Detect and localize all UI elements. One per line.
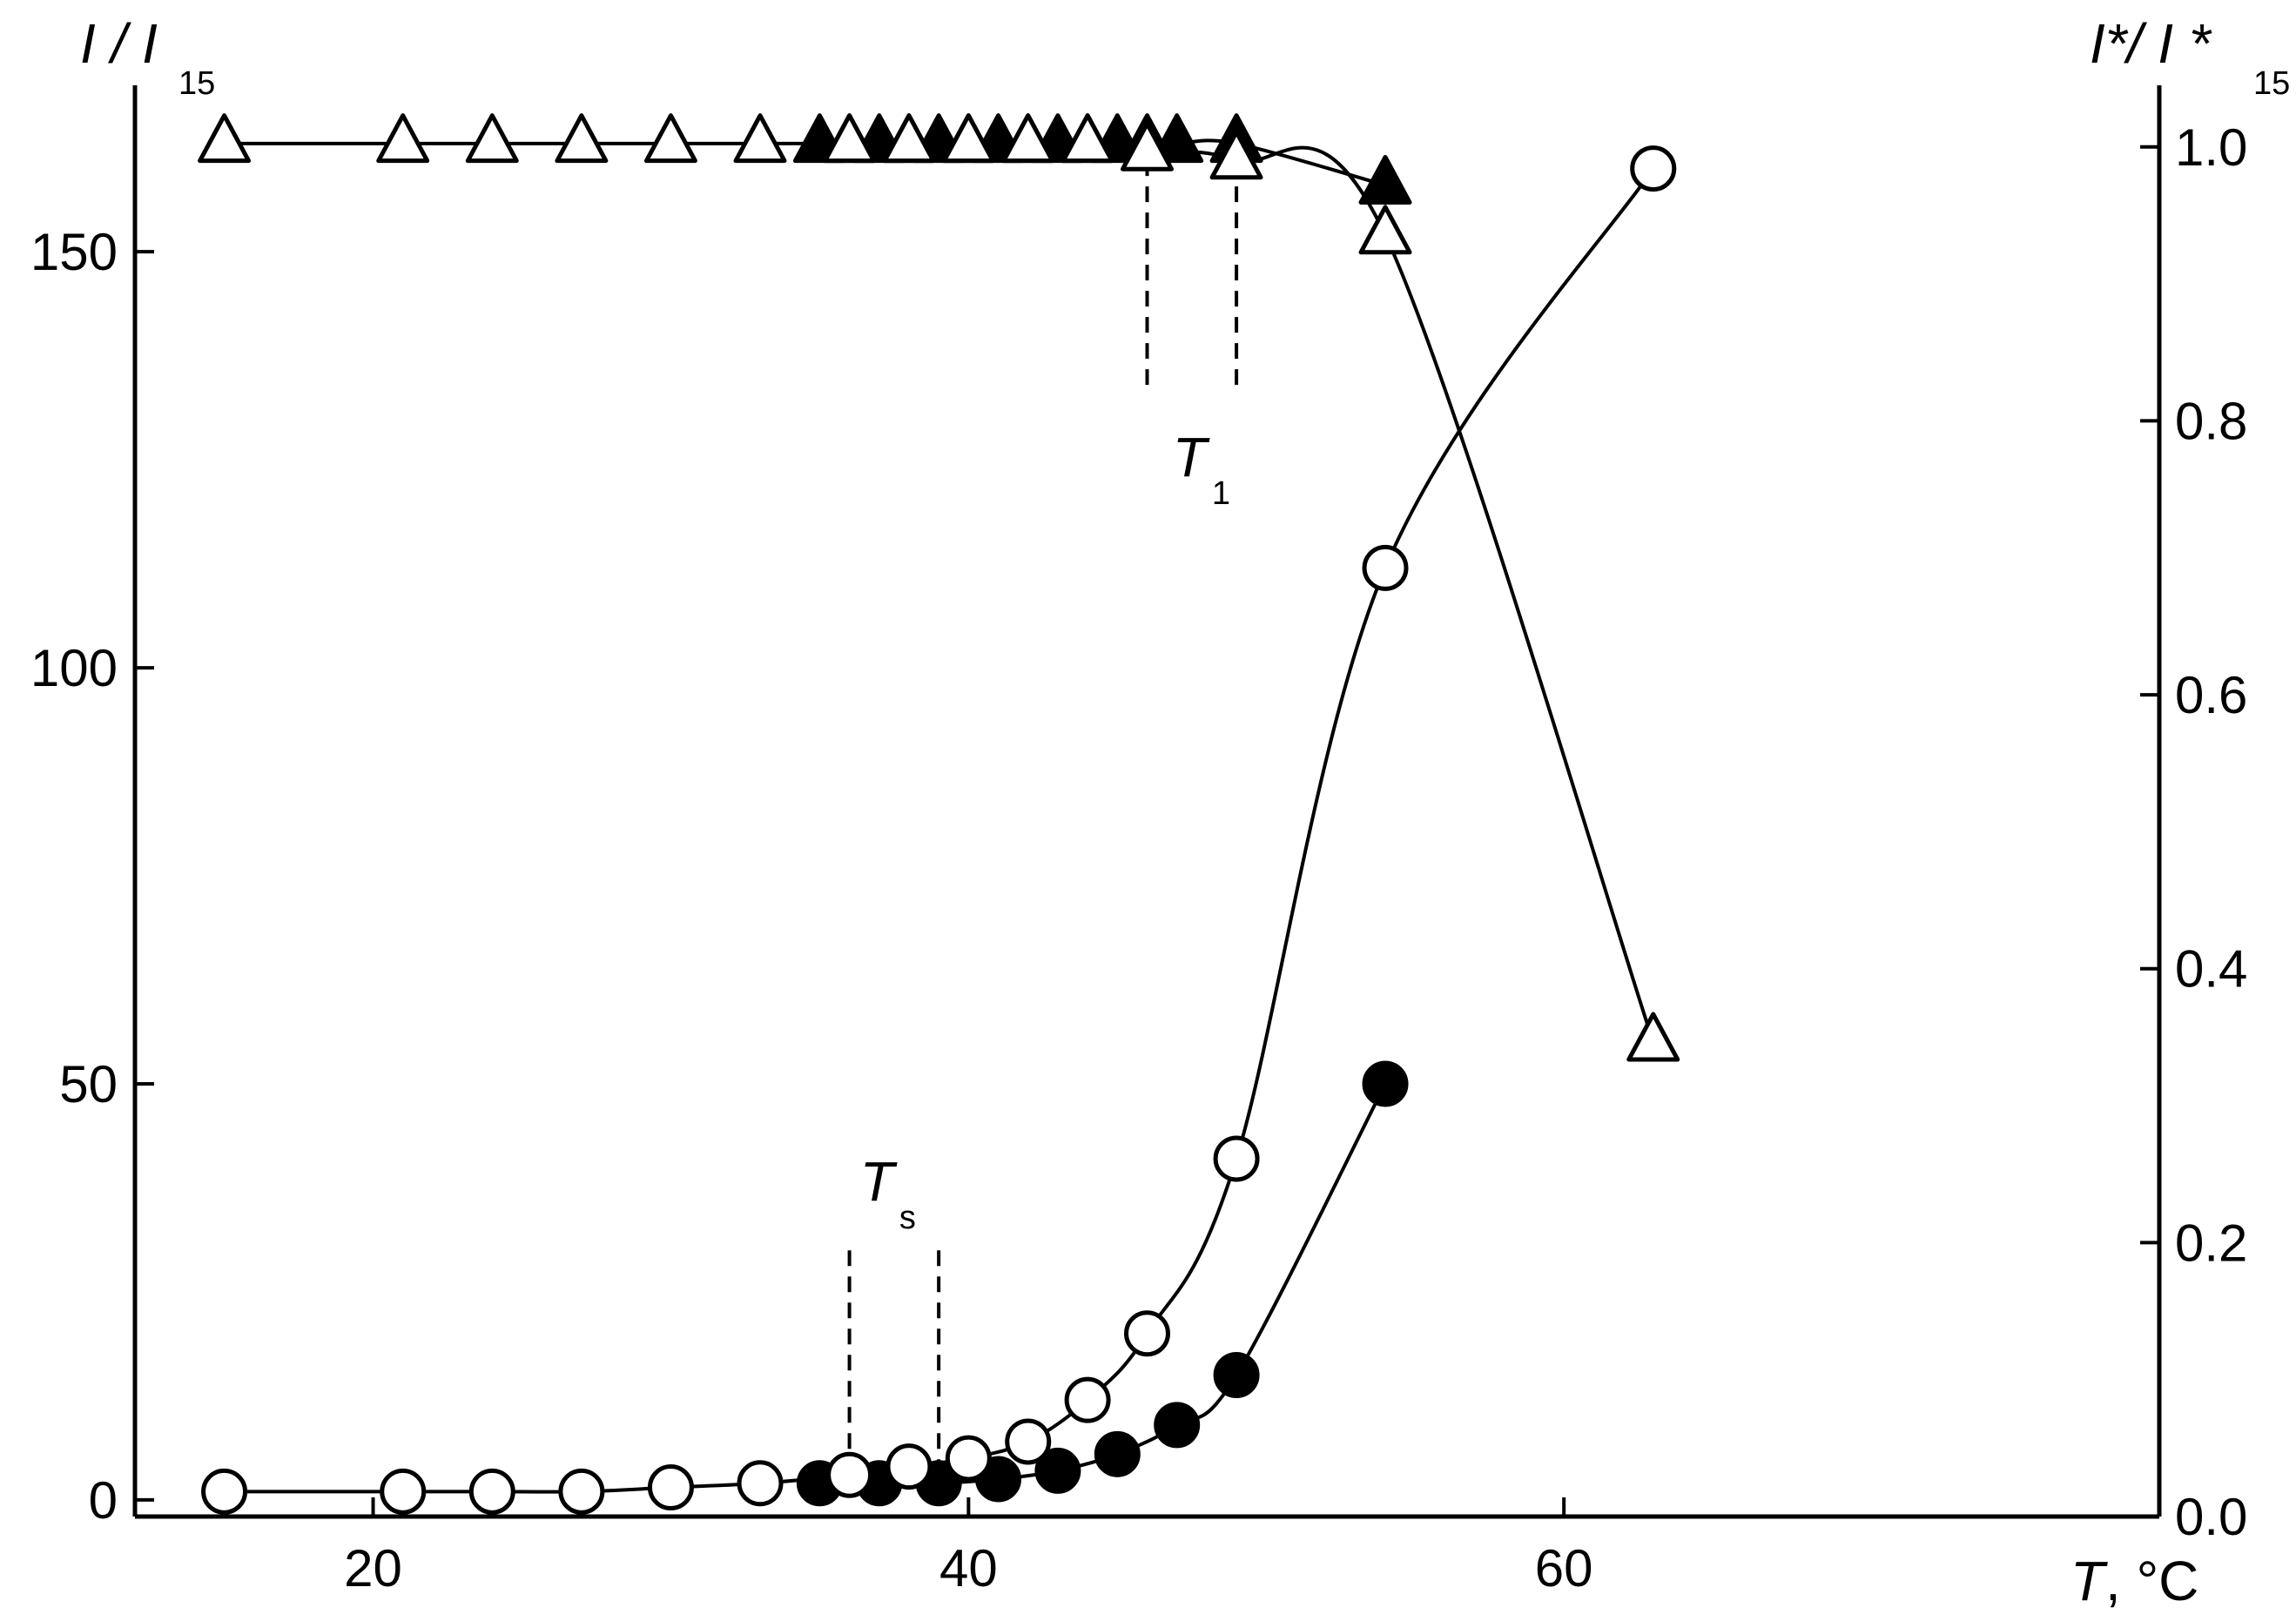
open-circle-mark	[1064, 1376, 1111, 1423]
open-triangle-mark	[376, 113, 430, 164]
open-circle-mark	[1362, 544, 1409, 591]
data-marks	[198, 113, 1680, 1515]
annotation-label: T	[860, 1150, 898, 1213]
open-circle-mark	[468, 1468, 515, 1515]
filled-circle-mark	[1154, 1402, 1201, 1449]
open-triangle-mark	[1001, 113, 1055, 164]
x-tick-label: 40	[939, 1539, 998, 1597]
open-triangle-mark	[198, 113, 252, 164]
open-triangle-mark	[1626, 1012, 1680, 1062]
annotation-label-sub: 1	[1212, 475, 1230, 512]
fit-curve-filled-circle	[819, 1083, 1387, 1486]
fit-curve-open-triangle	[224, 141, 1655, 1043]
x-tick-label: 20	[344, 1539, 402, 1597]
open-triangle-mark	[823, 113, 877, 164]
open-circle-mark	[1630, 145, 1677, 192]
filled-circle-mark	[1213, 1352, 1260, 1399]
open-triangle-mark	[643, 113, 697, 164]
y-left-tick-label: 100	[30, 639, 118, 697]
filled-triangle-mark	[1150, 113, 1204, 164]
annotation-label-sub: s	[899, 1200, 916, 1236]
filled-circle-mark	[1034, 1447, 1081, 1494]
open-triangle-mark	[733, 113, 787, 164]
y-left-tick-label: 50	[59, 1055, 118, 1113]
plot-frame	[132, 85, 2162, 1519]
x-label: T	[2070, 1550, 2108, 1612]
y-left-tick-label: 150	[30, 223, 118, 281]
open-triangle-mark	[882, 113, 936, 164]
y-left-label: I / I	[80, 12, 158, 75]
y-left-tick-label: 0	[89, 1471, 118, 1530]
y-right-tick-label: 1.0	[2175, 118, 2247, 177]
y-right-tick-label: 0.6	[2175, 666, 2247, 724]
open-circle-mark	[201, 1468, 248, 1515]
y-right-tick-label: 0.8	[2175, 392, 2247, 450]
open-triangle-mark	[941, 113, 995, 164]
y-right-label-sub: 15	[2253, 65, 2290, 102]
y-right-label: I*/ I *	[2090, 12, 2212, 75]
open-circle-mark	[826, 1451, 873, 1498]
y-left-label-sub: 15	[178, 65, 215, 102]
open-triangle-mark	[1358, 205, 1412, 255]
filled-triangle-mark	[1358, 154, 1412, 205]
axis-ticks: 20 40 60 0 50 100 150 0.0 0.2 0.4 0.6 0.8 1.0	[30, 118, 2248, 1597]
filled-circle-mark	[1094, 1430, 1141, 1477]
x-label-unit: , °C	[2105, 1550, 2198, 1612]
open-circle-mark	[885, 1443, 933, 1490]
open-circle-mark	[1005, 1418, 1052, 1465]
filled-circle-mark	[1362, 1060, 1409, 1107]
y-right-tick-label: 0.2	[2175, 1214, 2247, 1272]
open-triangle-mark	[1209, 130, 1263, 180]
open-circle-mark	[945, 1435, 992, 1482]
annotation-label: T	[1173, 426, 1210, 488]
open-circle-mark	[1213, 1135, 1260, 1182]
open-circle-mark	[737, 1460, 784, 1507]
y-right-tick-label: 0.0	[2175, 1488, 2247, 1546]
open-circle-mark	[647, 1464, 694, 1511]
open-circle-mark	[1124, 1310, 1170, 1357]
open-circle-mark	[558, 1468, 605, 1515]
open-circle-mark	[380, 1468, 427, 1515]
open-triangle-mark	[465, 113, 519, 164]
guide-lines	[847, 143, 1239, 1476]
open-triangle-mark	[555, 113, 609, 164]
y-right-tick-label: 0.4	[2175, 940, 2247, 999]
open-triangle-mark	[1060, 113, 1114, 164]
x-tick-label: 60	[1535, 1539, 1593, 1597]
open-triangle-mark	[1121, 121, 1174, 172]
